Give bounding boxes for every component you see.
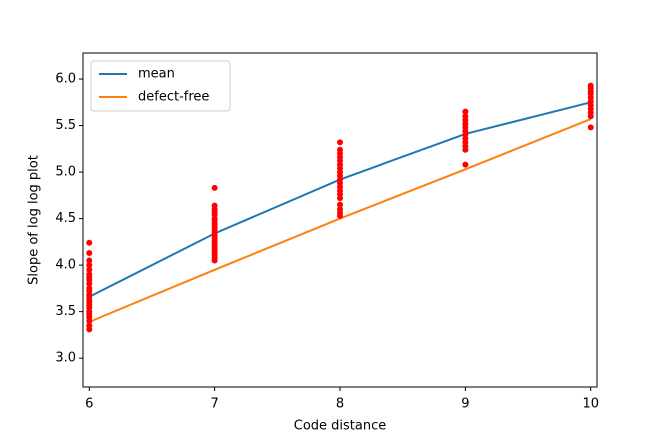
scatter-point [86, 250, 93, 257]
scatter-point [86, 266, 93, 273]
scatter-point [587, 113, 594, 120]
y-axis-label: Slope of log log plot [27, 155, 42, 285]
x-tick-label: 8 [336, 397, 344, 412]
scatter-point [337, 201, 343, 208]
scatter-point [462, 108, 469, 115]
scatter-point [587, 124, 594, 131]
y-tick-label: 5.0 [55, 165, 76, 180]
x-tick-label: 9 [461, 397, 469, 412]
scatter-point [86, 257, 93, 264]
y-tick-label: 6.0 [55, 72, 76, 87]
scatter-point [86, 317, 93, 324]
scatter-point [211, 184, 218, 191]
y-tick-label: 5.5 [55, 118, 76, 133]
y-tick-label: 3.5 [55, 304, 76, 319]
scatter-point [86, 239, 93, 246]
scatter-point [462, 146, 469, 153]
scatter-point [337, 212, 343, 219]
x-tick-label: 10 [582, 397, 599, 412]
x-tick-label: 7 [210, 397, 218, 412]
scatter-point [86, 326, 93, 333]
scatter-point [462, 161, 469, 168]
scatter-point [337, 139, 343, 146]
y-tick-label: 4.5 [55, 211, 76, 226]
scatter-point [86, 280, 93, 287]
scatter-point [86, 262, 93, 269]
legend-label: mean [138, 67, 175, 82]
scatter-point [337, 195, 343, 202]
x-tick-label: 6 [85, 397, 93, 412]
scatter-point [211, 257, 218, 264]
y-tick-label: 4.0 [55, 258, 76, 273]
plot-frame [82, 52, 598, 388]
x-axis-label: Code distance [294, 419, 387, 434]
y-tick-label: 3.0 [55, 351, 76, 366]
legend-label: defect-free [138, 90, 209, 105]
